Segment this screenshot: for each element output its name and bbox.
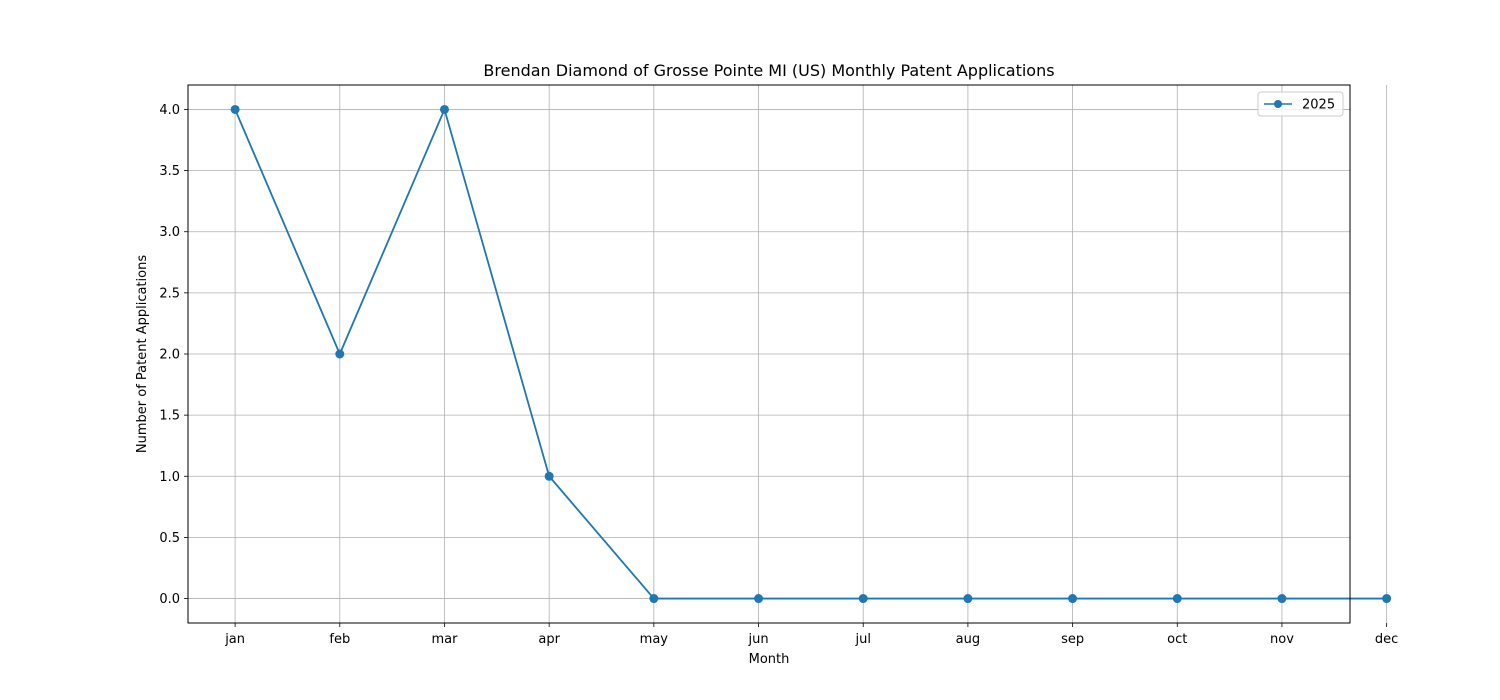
x-tick-label: mar (431, 632, 458, 647)
y-tick-label: 2.5 (159, 286, 180, 301)
y-tick-label: 3.0 (159, 225, 180, 240)
x-tick-label: feb (329, 632, 350, 647)
data-point-jan (231, 105, 240, 114)
y-axis-label: Number of Patent Applications (135, 255, 150, 453)
chart-title: Brendan Diamond of Grosse Pointe MI (US)… (483, 61, 1054, 80)
data-point-nov (1277, 594, 1286, 603)
legend-entry-2025: 2025 (1302, 98, 1335, 113)
x-tick-label: may (640, 632, 669, 647)
y-tick-label: 0.0 (159, 592, 180, 607)
y-tick-label: 1.0 (159, 470, 180, 485)
x-tick-label: oct (1167, 632, 1187, 647)
x-axis-ticks: jan feb mar apr may jun jul aug sep oct nov dec (224, 623, 1398, 647)
y-tick-label: 3.5 (159, 164, 180, 179)
y-tick-label: 1.5 (159, 409, 180, 424)
data-point-dec (1382, 594, 1391, 603)
y-axis-ticks: 0.0 0.5 1.0 1.5 2.0 2.5 3.0 3.5 4.0 (159, 103, 188, 607)
data-point-feb (335, 350, 344, 359)
data-point-sep (1068, 594, 1077, 603)
data-point-jul (859, 594, 868, 603)
x-tick-label: jun (747, 632, 768, 647)
legend: 2025 (1258, 92, 1343, 116)
x-tick-label: dec (1375, 632, 1398, 647)
x-tick-label: nov (1270, 632, 1294, 647)
x-tick-label: apr (538, 632, 560, 647)
data-point-jun (754, 594, 763, 603)
x-axis-label: Month (749, 652, 790, 667)
x-tick-label: aug (956, 632, 980, 647)
y-tick-label: 2.0 (159, 348, 180, 363)
x-tick-label: jul (854, 632, 870, 647)
y-tick-label: 0.5 (159, 531, 180, 546)
legend-marker-swatch (1274, 100, 1282, 108)
data-point-mar (440, 105, 449, 114)
data-point-aug (963, 594, 972, 603)
data-point-apr (545, 472, 554, 481)
y-tick-label: 4.0 (159, 103, 180, 118)
grid-lines (188, 85, 1387, 623)
x-tick-label: sep (1061, 632, 1084, 647)
x-tick-label: jan (224, 632, 245, 647)
data-point-may (649, 594, 658, 603)
data-point-oct (1173, 594, 1182, 603)
